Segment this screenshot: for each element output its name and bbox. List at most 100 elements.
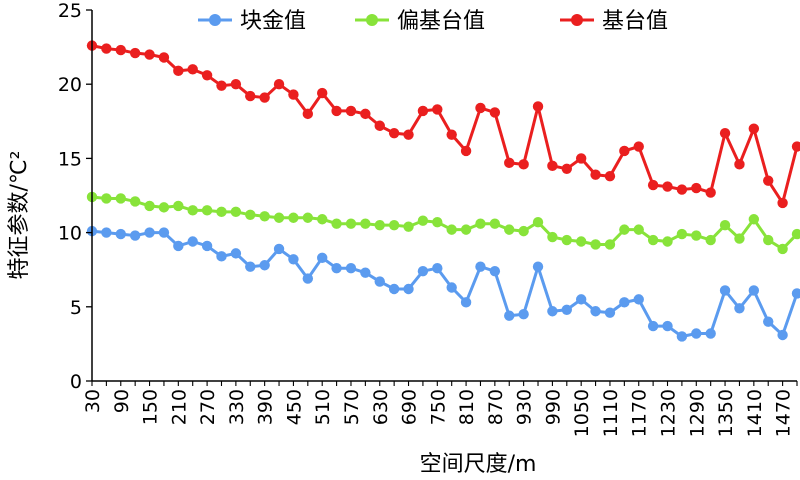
- data-point: [518, 309, 529, 320]
- data-point: [446, 282, 457, 293]
- data-point: [288, 254, 299, 265]
- data-point: [619, 224, 630, 235]
- data-point: [705, 187, 716, 198]
- data-point: [144, 227, 155, 238]
- series-0: [86, 225, 800, 342]
- x-tick-label: 930: [514, 389, 536, 425]
- data-point: [317, 214, 328, 225]
- data-point: [129, 196, 141, 207]
- data-point: [489, 265, 501, 277]
- data-point: [647, 320, 659, 332]
- data-point: [432, 104, 443, 115]
- legend-swatch-marker: [366, 14, 378, 26]
- data-point: [547, 306, 558, 317]
- x-tick-label: 1290: [686, 389, 708, 437]
- data-point: [187, 236, 198, 247]
- data-point: [259, 260, 270, 271]
- data-point: [216, 251, 227, 262]
- data-point: [388, 283, 400, 295]
- y-tick-label: 15: [58, 148, 82, 170]
- data-point: [173, 240, 184, 252]
- data-point: [518, 159, 529, 170]
- data-point: [245, 261, 256, 272]
- data-point: [302, 273, 314, 284]
- data-point: [216, 206, 227, 218]
- data-point: [230, 79, 242, 90]
- data-point: [763, 234, 774, 246]
- x-tick-label: 810: [456, 389, 478, 425]
- data-point: [446, 224, 457, 235]
- data-point: [374, 276, 385, 287]
- data-point: [532, 101, 544, 112]
- series-2: [86, 40, 800, 209]
- x-tick-label: 1470: [773, 389, 795, 437]
- plot-area: [86, 40, 800, 342]
- data-point: [691, 182, 702, 194]
- data-point: [173, 200, 184, 212]
- data-point: [590, 306, 601, 317]
- data-point: [705, 328, 716, 339]
- x-tick-label: 510: [312, 389, 334, 425]
- data-point: [460, 224, 472, 235]
- data-point: [201, 70, 213, 81]
- x-tick-label: 390: [255, 389, 277, 425]
- data-point: [173, 65, 184, 77]
- data-point: [547, 160, 558, 172]
- data-point: [719, 219, 731, 231]
- data-point: [590, 239, 601, 250]
- data-point: [345, 218, 357, 229]
- data-point: [676, 228, 688, 240]
- data-point: [115, 44, 126, 56]
- data-point: [676, 184, 688, 195]
- data-point: [417, 105, 429, 117]
- data-point: [734, 159, 745, 170]
- x-tick-label: 630: [370, 389, 392, 425]
- data-point: [273, 212, 285, 223]
- data-point: [259, 211, 270, 222]
- data-point: [331, 263, 342, 274]
- data-point: [475, 218, 486, 229]
- data-point: [403, 283, 414, 295]
- data-point: [691, 328, 702, 339]
- data-point: [288, 89, 299, 100]
- data-point: [504, 157, 515, 169]
- data-point: [245, 90, 256, 102]
- data-point: [734, 233, 745, 244]
- data-point: [575, 153, 587, 164]
- legend: 块金值 偏基台值 基台值: [198, 9, 668, 34]
- data-point: [633, 294, 644, 305]
- data-point: [245, 209, 256, 220]
- data-point: [763, 316, 774, 327]
- data-point: [288, 212, 299, 223]
- data-point: [403, 221, 414, 232]
- data-point: [619, 297, 630, 308]
- legend-swatch-marker: [571, 14, 583, 26]
- data-point: [647, 234, 659, 246]
- data-point: [331, 105, 342, 117]
- x-tick-label: 450: [283, 389, 305, 425]
- legend-swatch-marker: [209, 14, 221, 26]
- data-point: [734, 303, 745, 314]
- data-point: [101, 193, 112, 204]
- data-point: [791, 228, 800, 240]
- data-point: [187, 205, 198, 216]
- data-point: [345, 263, 357, 274]
- data-point: [604, 171, 616, 182]
- data-point: [532, 217, 544, 228]
- data-point: [115, 193, 126, 204]
- data-point: [317, 87, 328, 99]
- data-point: [489, 218, 501, 229]
- x-tick-label: 150: [140, 389, 162, 425]
- legend-label: 偏基台值: [397, 9, 485, 34]
- data-point: [691, 230, 702, 241]
- data-point: [388, 219, 400, 231]
- x-tick-label: 270: [197, 389, 219, 425]
- data-point: [791, 141, 800, 152]
- data-point: [662, 320, 673, 332]
- data-point: [417, 265, 429, 277]
- data-point: [705, 234, 716, 246]
- data-point: [719, 285, 731, 296]
- y-axis-title: 特征参数/℃²: [7, 151, 32, 280]
- x-tick-label: 570: [341, 389, 363, 425]
